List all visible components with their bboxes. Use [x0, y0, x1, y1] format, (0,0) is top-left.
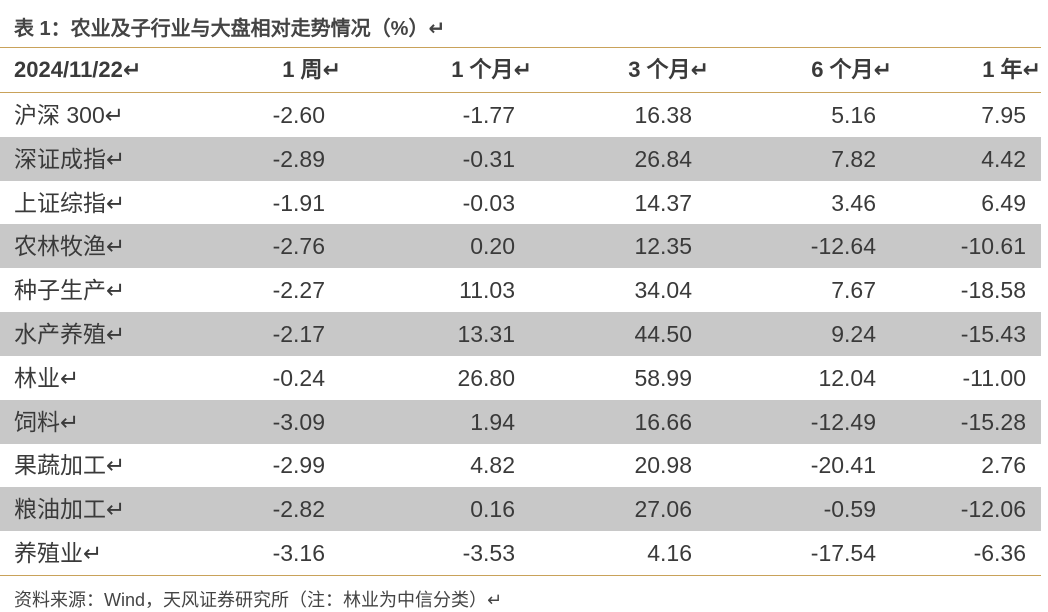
value-cell: 4.82 — [470, 452, 515, 479]
table-row: 农林牧渔↵ -2.76 0.20 12.35 -12.64 -10.61 — [0, 224, 1041, 269]
row-label: 上证综指↵ — [14, 189, 126, 216]
table-title: 表 1：农业及子行业与大盘相对走势情况（%）↵ — [14, 18, 446, 40]
value-cell: -3.09 — [272, 408, 325, 435]
value-cell: -2.76 — [272, 233, 325, 260]
top-rule — [0, 47, 1041, 48]
row-label: 林业↵ — [14, 364, 80, 391]
row-label: 饲料↵ — [14, 408, 80, 435]
bottom-rule — [0, 575, 1041, 576]
value-cell: -6.36 — [973, 540, 1026, 566]
value-cell: -2.60 — [272, 102, 325, 128]
value-cell: -2.89 — [272, 145, 325, 172]
value-cell: 26.80 — [457, 364, 515, 391]
value-cell: 4.16 — [647, 540, 692, 566]
value-cell: 13.31 — [457, 321, 515, 347]
value-cell: 34.04 — [634, 277, 692, 304]
value-cell: 0.16 — [470, 496, 515, 523]
value-cell: 44.50 — [634, 321, 692, 347]
value-cell: 7.95 — [981, 102, 1026, 128]
table-row: 深证成指↵ -2.89 -0.31 26.84 7.82 4.42 — [0, 136, 1041, 181]
table-row: 水产养殖↵ -2.17 13.31 44.50 9.24 -15.43 — [0, 312, 1041, 356]
value-cell: 16.38 — [634, 102, 692, 128]
value-cell: 0.20 — [470, 233, 515, 260]
row-label: 养殖业↵ — [14, 540, 103, 566]
value-cell: -15.43 — [960, 321, 1026, 347]
value-cell: 5.16 — [831, 102, 876, 128]
row-label: 农林牧渔↵ — [14, 233, 126, 260]
value-cell: -2.17 — [272, 321, 325, 347]
table-row: 饲料↵ -3.09 1.94 16.66 -12.49 -15.28 — [0, 399, 1041, 444]
value-cell: -1.91 — [272, 189, 325, 216]
row-label: 粮油加工↵ — [14, 496, 126, 523]
value-cell: 4.42 — [981, 145, 1026, 172]
value-cell: 2.76 — [981, 452, 1026, 479]
value-cell: -18.58 — [960, 277, 1026, 304]
row-label: 果蔬加工↵ — [14, 452, 126, 479]
value-cell: -20.41 — [810, 452, 876, 479]
table-row: 沪深 300↵ -2.60 -1.77 16.38 5.16 7.95 — [0, 93, 1041, 137]
value-cell: -3.16 — [272, 540, 325, 566]
value-cell: -0.31 — [462, 145, 515, 172]
header-cell: 3 个月↵ — [628, 57, 709, 82]
row-label: 沪深 300↵ — [14, 102, 125, 128]
value-cell: -11.00 — [962, 364, 1026, 391]
value-cell: 1.94 — [470, 408, 515, 435]
value-cell: 11.03 — [459, 277, 515, 304]
header-cell: 1 周↵ — [282, 57, 341, 82]
value-cell: 16.66 — [634, 408, 692, 435]
value-cell: -0.24 — [272, 364, 325, 391]
value-cell: 7.82 — [831, 145, 876, 172]
value-cell: -17.54 — [810, 540, 876, 566]
value-cell: 12.04 — [818, 364, 876, 391]
table-row: 上证综指↵ -1.91 -0.03 14.37 3.46 6.49 — [0, 181, 1041, 225]
value-cell: -12.49 — [810, 408, 876, 435]
table-row: 种子生产↵ -2.27 11.03 34.04 7.67 -18.58 — [0, 268, 1041, 312]
row-label: 种子生产↵ — [14, 277, 126, 304]
table-row: 养殖业↵ -3.16 -3.53 4.16 -17.54 -6.36 — [0, 531, 1041, 575]
value-cell: -12.06 — [960, 496, 1026, 523]
header-cell: 2024/11/22↵ — [14, 57, 142, 82]
value-cell: -2.99 — [272, 452, 325, 479]
value-cell: 9.24 — [831, 321, 876, 347]
table-row: 林业↵ -0.24 26.80 58.99 12.04 -11.00 — [0, 356, 1041, 400]
value-cell: -12.64 — [810, 233, 876, 260]
header-row: 2024/11/22↵ 1 周↵ 1 个月↵ 3 个月↵ 6 个月↵ 1 年↵ — [0, 48, 1041, 92]
row-label: 深证成指↵ — [14, 145, 126, 172]
value-cell: 20.98 — [634, 452, 692, 479]
row-label: 水产养殖↵ — [14, 321, 126, 347]
value-cell: -15.28 — [960, 408, 1026, 435]
value-cell: -1.77 — [462, 102, 515, 128]
value-cell: -0.03 — [462, 189, 515, 216]
header-cell: 1 年↵ — [982, 57, 1041, 82]
value-cell: 3.46 — [831, 189, 876, 216]
value-cell: 27.06 — [634, 496, 692, 523]
value-cell: 26.84 — [634, 145, 692, 172]
value-cell: 6.49 — [981, 189, 1026, 216]
value-cell: 7.67 — [831, 277, 876, 304]
table-row: 果蔬加工↵ -2.99 4.82 20.98 -20.41 2.76 — [0, 443, 1041, 487]
source-note: 资料来源：Wind，天风证券研究所（注：林业为中信分类）↵ — [14, 590, 503, 610]
header-cell: 1 个月↵ — [451, 57, 532, 82]
table-row: 粮油加工↵ -2.82 0.16 27.06 -0.59 -12.06 — [0, 487, 1041, 532]
value-cell: -0.59 — [823, 496, 876, 523]
value-cell: -3.53 — [462, 540, 515, 566]
value-cell: 58.99 — [634, 364, 692, 391]
header-cell: 6 个月↵ — [811, 57, 892, 82]
value-cell: -2.27 — [272, 277, 325, 304]
value-cell: -10.61 — [960, 233, 1026, 260]
value-cell: 12.35 — [634, 233, 692, 260]
header-rule — [0, 92, 1041, 93]
value-cell: 14.37 — [634, 189, 692, 216]
value-cell: -2.82 — [272, 496, 325, 523]
